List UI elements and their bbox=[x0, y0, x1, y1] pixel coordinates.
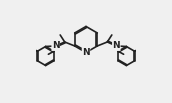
Text: N: N bbox=[52, 42, 60, 50]
Text: N: N bbox=[112, 42, 120, 50]
Text: N: N bbox=[82, 48, 90, 57]
